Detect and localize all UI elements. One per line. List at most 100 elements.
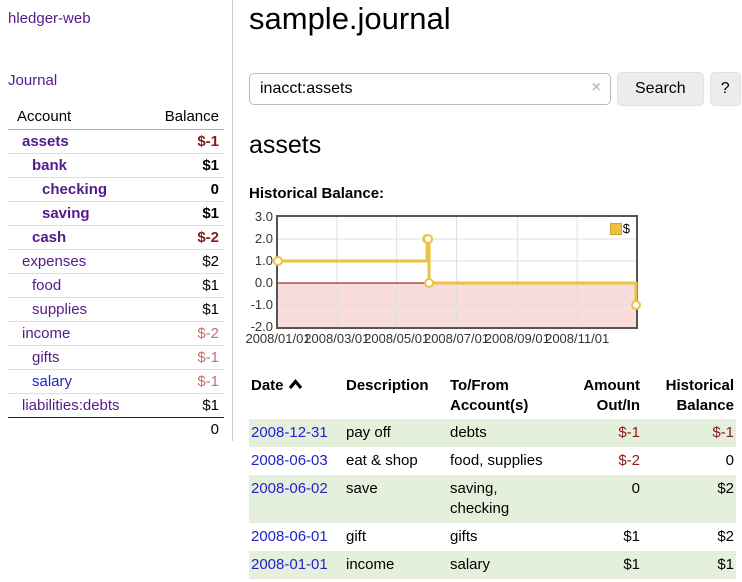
historical-balance-chart: 3.0 2.0 1.0 0.0 -1.0 -2.0 $ 2008/01/01 2008/03… <box>245 208 742 351</box>
x-axis-tick-label: 2008/05/01 <box>364 331 430 346</box>
transaction-accounts: food, supplies <box>450 452 543 469</box>
sort-ascending-icon <box>288 376 303 396</box>
account-balance: $2 <box>142 249 224 274</box>
transaction-accounts: salary <box>450 556 491 573</box>
sidebar-item-journal[interactable]: Journal <box>8 72 58 89</box>
transaction-amount: $-1 <box>618 424 640 441</box>
account-link-saving[interactable]: saving <box>42 205 90 222</box>
account-balance: $1 <box>142 201 224 226</box>
transaction-amount: $1 <box>623 528 640 545</box>
account-row: assets $-1 <box>8 129 224 154</box>
account-link-gifts[interactable]: gifts <box>32 349 60 366</box>
transaction-description: pay off <box>346 424 391 441</box>
x-axis-tick-label: 2008/01/01 <box>245 331 311 346</box>
register-header-date[interactable]: Date <box>249 373 344 419</box>
search-input[interactable] <box>249 73 611 105</box>
register-row: 2008-06-03 eat & shop food, supplies $-2… <box>249 447 736 475</box>
account-link-income[interactable]: income <box>22 325 71 342</box>
page-title: sample.journal <box>249 1 451 36</box>
y-axis-tick-label: 1.0 <box>254 253 273 268</box>
y-axis-tick-label: 0.0 <box>254 275 273 290</box>
search-input-wrap: × <box>249 73 611 105</box>
account-balance: 0 <box>142 177 224 202</box>
transaction-balance: $2 <box>717 480 734 497</box>
transaction-accounts: debts <box>450 424 487 441</box>
register-header-balance: Historical Balance <box>665 377 734 414</box>
account-row: cash $-2 <box>8 225 224 250</box>
register-header-tofrom: To/From Account(s) <box>450 377 529 414</box>
x-axis-tick-label: 2008/07/01 <box>423 331 490 346</box>
account-link-bank[interactable]: bank <box>32 157 68 174</box>
account-balance: $-2 <box>142 321 224 346</box>
account-link-supplies[interactable]: supplies <box>32 301 88 318</box>
x-axis-tick-label: 2008/09/01 <box>484 331 550 346</box>
search-button[interactable]: Search <box>617 72 704 106</box>
register-row: 2008-06-01 gift gifts $1 $2 <box>249 523 736 551</box>
help-button[interactable]: ? <box>709 72 741 106</box>
account-row: saving $1 <box>8 201 224 226</box>
account-link-liabilities-debts[interactable]: liabilities:debts <box>22 397 120 414</box>
account-link-expenses[interactable]: expenses <box>22 253 87 270</box>
x-axis-tick-label: 2008/11/01 <box>545 331 610 346</box>
account-balance: $-1 <box>142 369 224 394</box>
account-link-cash[interactable]: cash <box>32 229 67 246</box>
account-link-assets[interactable]: assets <box>22 133 69 150</box>
transaction-description: eat & shop <box>346 452 418 469</box>
register-header-amount: Amount Out/In <box>583 377 640 414</box>
register-header-description: Description <box>346 377 429 394</box>
account-row: income $-2 <box>8 321 224 346</box>
account-row: bank $1 <box>8 153 224 178</box>
transaction-amount: $-2 <box>618 452 640 469</box>
accounts-table: Account Balance assets $-1 bank $1 check… <box>8 105 224 441</box>
transaction-date-link[interactable]: 2008-06-03 <box>251 452 328 469</box>
register-header-row: Date Description To/From Account(s) Amou… <box>249 373 736 419</box>
account-balance: $1 <box>142 297 224 322</box>
account-link-checking[interactable]: checking <box>42 181 108 198</box>
account-balance: $-1 <box>142 345 224 370</box>
transaction-accounts: gifts <box>450 528 478 545</box>
transaction-description: gift <box>346 528 367 545</box>
accounts-header-balance: Balance <box>142 105 224 130</box>
transaction-balance: $2 <box>717 528 734 545</box>
brand-link[interactable]: hledger-web <box>8 10 91 27</box>
register-table: Date Description To/From Account(s) Amou… <box>249 373 736 579</box>
transaction-date-link[interactable]: 2008-12-31 <box>251 424 328 441</box>
account-balance: $1 <box>142 393 224 418</box>
transaction-description: income <box>346 556 395 573</box>
transaction-date-link[interactable]: 2008-01-01 <box>251 556 328 573</box>
transaction-date-link[interactable]: 2008-06-01 <box>251 528 328 545</box>
sidebar: hledger-web Journal Account Balance asse… <box>0 0 233 441</box>
accounts-total-row: 0 <box>8 418 224 442</box>
account-row: liabilities:debts $1 <box>8 393 224 418</box>
register-row: 2008-01-01 income salary $1 $1 <box>249 551 736 579</box>
transaction-accounts: saving, checking <box>450 480 510 517</box>
accounts-header-account: Account <box>8 105 143 130</box>
account-row: expenses $2 <box>8 249 224 274</box>
account-balance: $-1 <box>142 129 224 154</box>
legend-swatch-icon <box>609 222 622 235</box>
balance-line-chart <box>273 217 641 327</box>
account-row: checking 0 <box>8 177 224 202</box>
y-axis-tick-label: -2.0 <box>250 319 273 334</box>
account-link-salary[interactable]: salary <box>32 373 73 390</box>
accounts-total-value: 0 <box>210 421 219 438</box>
chart-legend: $ <box>607 220 632 237</box>
account-link-food[interactable]: food <box>32 277 62 294</box>
account-heading: assets <box>249 131 322 159</box>
transaction-date-link[interactable]: 2008-06-02 <box>251 480 328 497</box>
search-form: × Search ? <box>249 72 742 106</box>
y-axis-tick-label: 3.0 <box>254 209 273 224</box>
register-row: 2008-06-02 save saving, checking 0 $2 <box>249 475 736 523</box>
account-row: food $1 <box>8 273 224 298</box>
main-content: sample.journal × Search ? assets Histori… <box>245 0 742 579</box>
account-row: supplies $1 <box>8 297 224 322</box>
account-row: gifts $-1 <box>8 345 224 370</box>
transaction-description: save <box>346 480 378 497</box>
transaction-balance: 0 <box>725 452 734 469</box>
transaction-amount: 0 <box>631 480 640 497</box>
register-row: 2008-12-31 pay off debts $-1 $-1 <box>249 419 736 447</box>
y-axis-tick-label: -1.0 <box>250 297 273 312</box>
account-balance: $-2 <box>142 225 224 250</box>
clear-search-icon[interactable]: × <box>591 79 601 96</box>
